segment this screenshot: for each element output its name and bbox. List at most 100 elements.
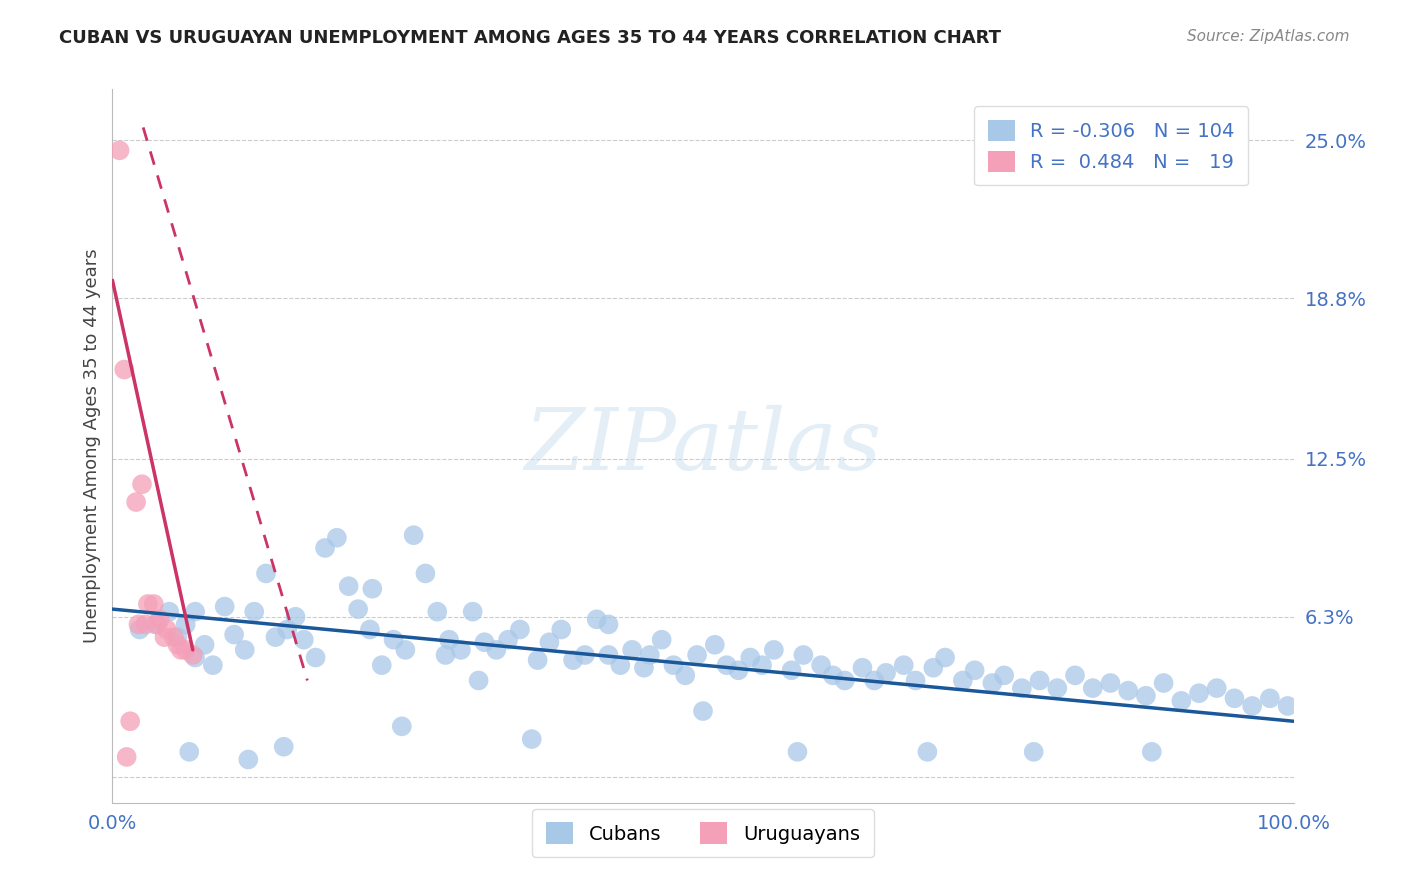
Point	[1223, 691, 1246, 706]
Point	[917, 745, 939, 759]
Point	[127, 617, 149, 632]
Point	[496, 632, 519, 647]
Point	[238, 752, 260, 766]
Point	[115, 750, 138, 764]
Point	[391, 719, 413, 733]
Point	[509, 623, 531, 637]
Point	[125, 495, 148, 509]
Point	[402, 528, 425, 542]
Point	[834, 673, 856, 688]
Point	[780, 663, 803, 677]
Point	[184, 605, 207, 619]
Point	[361, 582, 384, 596]
Point	[692, 704, 714, 718]
Point	[276, 623, 298, 637]
Point	[1099, 676, 1122, 690]
Point	[314, 541, 336, 555]
Point	[128, 623, 150, 637]
Y-axis label: Unemployment Among Ages 35 to 44 years: Unemployment Among Ages 35 to 44 years	[83, 249, 101, 643]
Point	[120, 714, 142, 729]
Point	[371, 658, 394, 673]
Point	[426, 605, 449, 619]
Point	[156, 623, 179, 637]
Point	[337, 579, 360, 593]
Point	[292, 632, 315, 647]
Point	[952, 673, 974, 688]
Point	[526, 653, 548, 667]
Point	[1022, 745, 1045, 759]
Point	[703, 638, 725, 652]
Point	[166, 638, 188, 652]
Point	[598, 648, 620, 662]
Point	[1258, 691, 1281, 706]
Point	[673, 668, 696, 682]
Point	[359, 623, 381, 637]
Legend: Cubans, Uruguayans: Cubans, Uruguayans	[533, 809, 873, 857]
Point	[1170, 694, 1192, 708]
Point	[254, 566, 277, 581]
Point	[893, 658, 915, 673]
Point	[751, 658, 773, 673]
Point	[1116, 683, 1139, 698]
Point	[264, 630, 287, 644]
Point	[284, 609, 307, 624]
Point	[662, 658, 685, 673]
Point	[792, 648, 814, 662]
Point	[598, 617, 620, 632]
Point	[461, 605, 484, 619]
Point	[904, 673, 927, 688]
Point	[157, 605, 180, 619]
Point	[851, 661, 873, 675]
Point	[1064, 668, 1087, 682]
Point	[273, 739, 295, 754]
Text: Source: ZipAtlas.com: Source: ZipAtlas.com	[1187, 29, 1350, 44]
Point	[149, 612, 172, 626]
Point	[181, 648, 204, 662]
Point	[394, 643, 416, 657]
Point	[562, 653, 585, 667]
Point	[934, 650, 956, 665]
Point	[153, 630, 176, 644]
Point	[243, 605, 266, 619]
Point	[437, 632, 460, 647]
Point	[875, 665, 897, 680]
Point	[179, 745, 201, 759]
Point	[467, 673, 489, 688]
Point	[174, 643, 197, 657]
Point	[146, 617, 169, 632]
Point	[1188, 686, 1211, 700]
Text: ZIPatlas: ZIPatlas	[524, 405, 882, 487]
Point	[143, 617, 166, 632]
Point	[1081, 681, 1104, 695]
Point	[609, 658, 631, 673]
Point	[638, 648, 661, 662]
Point	[810, 658, 832, 673]
Point	[621, 643, 644, 657]
Point	[981, 676, 1004, 690]
Point	[762, 643, 785, 657]
Point	[170, 643, 193, 657]
Point	[1046, 681, 1069, 695]
Point	[415, 566, 437, 581]
Point	[326, 531, 349, 545]
Point	[520, 732, 543, 747]
Point	[1028, 673, 1050, 688]
Point	[224, 627, 246, 641]
Point	[740, 650, 762, 665]
Point	[347, 602, 370, 616]
Point	[716, 658, 738, 673]
Point	[1241, 698, 1264, 713]
Point	[136, 597, 159, 611]
Point	[963, 663, 986, 677]
Point	[434, 648, 457, 662]
Point	[233, 643, 256, 657]
Point	[194, 638, 217, 652]
Point	[538, 635, 561, 649]
Point	[863, 673, 886, 688]
Point	[786, 745, 808, 759]
Point	[1140, 745, 1163, 759]
Point	[574, 648, 596, 662]
Point	[585, 612, 607, 626]
Text: CUBAN VS URUGUAYAN UNEMPLOYMENT AMONG AGES 35 TO 44 YEARS CORRELATION CHART: CUBAN VS URUGUAYAN UNEMPLOYMENT AMONG AG…	[59, 29, 1001, 46]
Point	[184, 650, 207, 665]
